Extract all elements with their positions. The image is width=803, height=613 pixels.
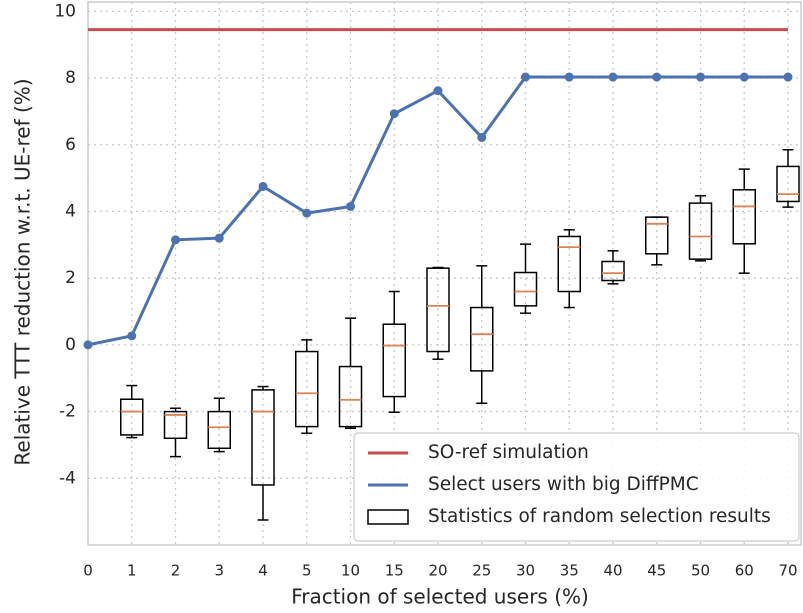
- y-tick-label: 10: [54, 1, 76, 21]
- legend-label: Statistics of random selection results: [428, 506, 771, 527]
- y-tick-label: 8: [65, 68, 76, 88]
- box: [426, 267, 450, 353]
- plot-frame: [87, 1, 802, 546]
- y-tick-label: 2: [65, 268, 76, 288]
- box: [645, 216, 669, 255]
- box: [688, 202, 713, 260]
- point: [696, 72, 705, 82]
- point: [258, 181, 268, 191]
- x-tick-label: 1: [127, 562, 137, 580]
- point: [302, 208, 312, 218]
- x-tick-label: 70: [778, 562, 797, 580]
- x-tick-label: 2: [171, 562, 181, 580]
- point: [783, 72, 793, 82]
- x-tick-label: 10: [341, 562, 360, 580]
- box: [601, 260, 625, 282]
- x-tick-label: 45: [647, 562, 666, 580]
- x-tick-label: 20: [428, 562, 447, 580]
- box: [295, 350, 319, 428]
- legend-swatch: [367, 509, 409, 525]
- point: [739, 72, 749, 82]
- point: [521, 72, 530, 82]
- x-tick-label: 35: [560, 562, 579, 580]
- box: [163, 410, 188, 440]
- box: [557, 235, 581, 293]
- point: [477, 132, 487, 142]
- x-tick-label: 0: [83, 562, 93, 580]
- x-tick-label: 4: [258, 562, 268, 580]
- x-tick-label: 40: [603, 562, 622, 580]
- x-tick-label: 50: [691, 562, 710, 580]
- x-tick-label: 3: [214, 562, 224, 580]
- x-tick-label: 5: [302, 562, 312, 580]
- box: [207, 410, 231, 450]
- point: [346, 201, 355, 211]
- box: [382, 323, 406, 398]
- point: [652, 72, 662, 82]
- point: [608, 72, 618, 82]
- box: [776, 165, 800, 203]
- point: [564, 72, 574, 82]
- box: [470, 306, 494, 372]
- point: [171, 235, 180, 245]
- point: [127, 331, 137, 341]
- legend-label: Select users with big DiffPMC: [428, 474, 699, 495]
- x-axis-label: Fraction of selected users (%): [291, 585, 589, 609]
- y-tick-label: 0: [65, 335, 76, 355]
- y-tick-label: 4: [65, 201, 76, 221]
- x-tick-label: 25: [472, 562, 491, 580]
- y-tick-label: -4: [59, 468, 76, 488]
- box: [732, 189, 756, 245]
- point: [83, 340, 93, 350]
- x-tick-label: 15: [385, 562, 404, 580]
- y-axis-label: Relative TTT reduction w.r.t. UE-ref (%): [11, 78, 35, 465]
- x-tick-label: 60: [735, 562, 754, 580]
- point: [214, 233, 224, 243]
- box: [338, 365, 363, 428]
- legend-frame: [353, 432, 800, 542]
- box: [513, 271, 538, 307]
- legend-label: SO-ref simulation: [428, 442, 589, 463]
- point: [433, 86, 443, 96]
- box: [251, 389, 275, 486]
- x-tick-label: 30: [516, 562, 535, 580]
- point: [389, 109, 399, 119]
- box: [120, 398, 144, 436]
- y-tick-label: 6: [65, 135, 76, 155]
- y-tick-label: -2: [59, 402, 76, 422]
